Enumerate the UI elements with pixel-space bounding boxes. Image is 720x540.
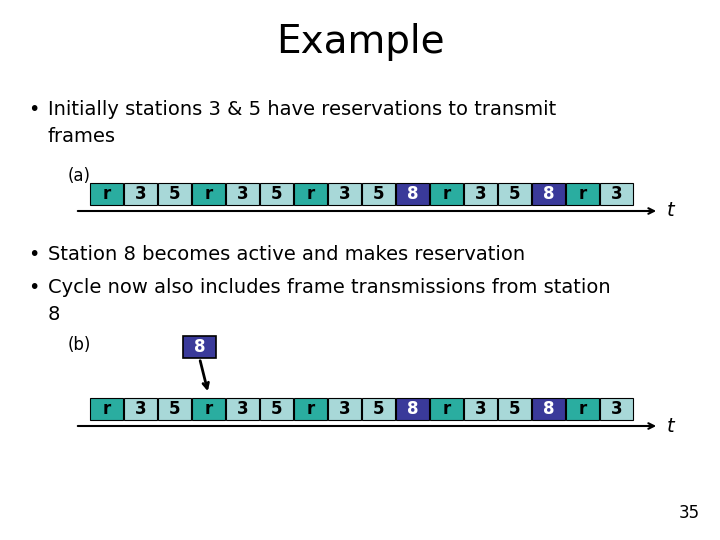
Bar xyxy=(396,183,429,205)
Text: r: r xyxy=(204,185,212,203)
Text: 8: 8 xyxy=(407,185,418,203)
Text: 3: 3 xyxy=(474,185,486,203)
Bar xyxy=(226,398,259,420)
Bar xyxy=(464,398,497,420)
Bar xyxy=(183,336,216,358)
Bar xyxy=(124,398,157,420)
Bar xyxy=(158,398,191,420)
Text: Cycle now also includes frame transmissions from station
8: Cycle now also includes frame transmissi… xyxy=(48,278,611,323)
Bar xyxy=(294,398,327,420)
Bar xyxy=(260,398,293,420)
Text: r: r xyxy=(102,400,111,418)
Text: 5: 5 xyxy=(168,185,180,203)
Bar xyxy=(600,183,633,205)
Bar xyxy=(498,398,531,420)
Bar xyxy=(396,398,429,420)
Text: Initially stations 3 & 5 have reservations to transmit
frames: Initially stations 3 & 5 have reservatio… xyxy=(48,100,557,145)
Text: 8: 8 xyxy=(543,400,554,418)
Bar xyxy=(90,398,123,420)
Bar xyxy=(362,183,395,205)
Text: 5: 5 xyxy=(271,185,282,203)
Bar xyxy=(192,398,225,420)
Text: 3: 3 xyxy=(237,185,248,203)
Text: 8: 8 xyxy=(407,400,418,418)
Text: •: • xyxy=(28,100,40,119)
Text: r: r xyxy=(442,400,451,418)
Text: •: • xyxy=(28,245,40,264)
Text: r: r xyxy=(578,400,587,418)
Bar xyxy=(498,183,531,205)
Bar xyxy=(328,398,361,420)
Text: 8: 8 xyxy=(543,185,554,203)
Bar xyxy=(90,183,123,205)
Bar xyxy=(566,398,599,420)
Text: 35: 35 xyxy=(679,504,700,522)
Bar xyxy=(158,183,191,205)
Text: Example: Example xyxy=(276,23,444,61)
Text: 8: 8 xyxy=(194,338,205,356)
Text: Station 8 becomes active and makes reservation: Station 8 becomes active and makes reser… xyxy=(48,245,525,264)
Bar xyxy=(328,183,361,205)
Text: 5: 5 xyxy=(373,400,384,418)
Text: 3: 3 xyxy=(338,400,351,418)
Text: 5: 5 xyxy=(509,185,521,203)
Text: 5: 5 xyxy=(509,400,521,418)
Text: 3: 3 xyxy=(611,400,622,418)
Bar xyxy=(464,183,497,205)
Text: (a): (a) xyxy=(68,167,91,185)
Text: 5: 5 xyxy=(168,400,180,418)
Bar xyxy=(532,183,565,205)
Bar xyxy=(362,398,395,420)
Text: t: t xyxy=(667,201,675,220)
Text: t: t xyxy=(667,416,675,435)
Text: •: • xyxy=(28,278,40,297)
Text: (b): (b) xyxy=(68,336,91,354)
Bar xyxy=(226,183,259,205)
Text: 5: 5 xyxy=(271,400,282,418)
Text: r: r xyxy=(578,185,587,203)
Text: 3: 3 xyxy=(135,400,146,418)
Text: r: r xyxy=(307,400,315,418)
Text: 3: 3 xyxy=(611,185,622,203)
Text: 3: 3 xyxy=(135,185,146,203)
Text: r: r xyxy=(307,185,315,203)
Bar xyxy=(532,398,565,420)
Bar xyxy=(430,183,463,205)
Text: r: r xyxy=(204,400,212,418)
Bar xyxy=(566,183,599,205)
Text: 3: 3 xyxy=(338,185,351,203)
Bar xyxy=(124,183,157,205)
Text: 3: 3 xyxy=(237,400,248,418)
Text: 3: 3 xyxy=(474,400,486,418)
Text: r: r xyxy=(442,185,451,203)
Bar xyxy=(192,183,225,205)
Bar xyxy=(430,398,463,420)
Bar xyxy=(600,398,633,420)
Text: r: r xyxy=(102,185,111,203)
Bar xyxy=(294,183,327,205)
Bar xyxy=(260,183,293,205)
Text: 5: 5 xyxy=(373,185,384,203)
